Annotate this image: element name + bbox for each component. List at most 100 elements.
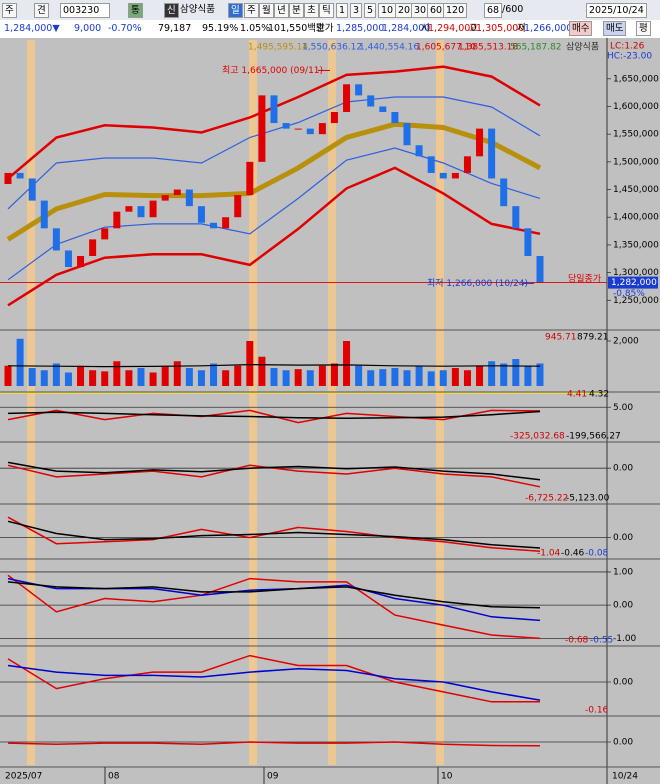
event-bands <box>27 40 444 765</box>
volume-bar <box>343 341 351 386</box>
sell-button[interactable]: 매도 <box>603 21 627 36</box>
open-label: 시 <box>421 23 430 34</box>
panel-label: -0.08 <box>585 549 609 559</box>
volume-bar <box>294 369 302 386</box>
count-max: /600 <box>502 4 524 15</box>
volume: 79,187 <box>158 23 192 34</box>
y-tick-label: 2,000 <box>613 337 639 347</box>
candle <box>379 106 387 112</box>
candle <box>113 211 121 229</box>
count-input[interactable]: 68 <box>484 3 503 18</box>
volume-bar <box>330 363 338 386</box>
turnover: 1.05% <box>240 23 271 34</box>
low: 1,266,000 <box>524 23 573 34</box>
stock-name: 삼양식품 <box>180 4 215 15</box>
event-band <box>249 40 257 765</box>
bid: 1,284,000 <box>382 23 431 34</box>
volume-bar <box>463 370 471 386</box>
code-input[interactable]: 003230 <box>60 3 110 18</box>
interval-button[interactable]: 1 <box>336 3 349 18</box>
panel-label: -325,032.68 <box>510 432 565 442</box>
volume-bar <box>355 365 363 386</box>
panel-label: -0.68 <box>565 636 589 646</box>
candle <box>89 239 97 256</box>
indicator-line <box>7 147 541 281</box>
y-tick-label: -1.00 <box>613 634 637 644</box>
header-value: 1,605,677.10 <box>416 43 476 53</box>
y-tick-label: 0.00 <box>613 464 633 474</box>
mode-button[interactable]: 견 <box>34 3 49 18</box>
y-tick-label: 1,400,000 <box>613 213 659 223</box>
candle <box>4 172 12 184</box>
volume-bar <box>403 370 411 386</box>
interval-button[interactable]: 10 <box>378 3 397 18</box>
candle <box>149 200 157 218</box>
indicator-line <box>7 461 541 481</box>
volume-bar <box>125 370 133 386</box>
candle <box>210 222 218 229</box>
volume-bar <box>488 361 496 386</box>
volume-bar <box>246 341 254 386</box>
low-note: 최저 1,266,000 (10/24) <box>427 278 528 289</box>
volume-bar <box>16 338 24 386</box>
interval-button[interactable]: 5 <box>364 3 377 18</box>
volume-bar <box>439 370 447 386</box>
indicator-line <box>7 520 541 549</box>
candle <box>439 172 447 179</box>
y-tick-label: 1,250,000 <box>613 296 659 306</box>
candle <box>306 128 314 135</box>
high-note: 최고 1,665,000 (09/11) <box>222 65 323 76</box>
month-tab[interactable]: 월 <box>259 3 274 18</box>
candle <box>391 112 399 124</box>
eval-button[interactable]: 평 <box>636 21 651 36</box>
candle <box>318 123 326 135</box>
hc-label: HC:-23.00 <box>607 52 652 62</box>
y-tick-label: 1,500,000 <box>613 157 659 167</box>
candle <box>524 228 532 256</box>
volume-bar <box>379 369 387 386</box>
volume-bar <box>77 365 85 386</box>
y-tick-label: 0.00 <box>613 738 633 748</box>
hoga-label: 호가 <box>316 23 334 34</box>
candle <box>500 178 508 207</box>
low-label: 저 <box>517 23 526 34</box>
second-tab[interactable]: 초 <box>304 3 319 18</box>
volume-bar <box>306 370 314 386</box>
header-value: 1,440,554.16 <box>359 43 419 53</box>
buy-button[interactable]: 매수 <box>569 21 593 36</box>
day-tab[interactable]: 일 <box>228 3 243 18</box>
candle <box>451 172 459 179</box>
period-button[interactable]: 주 <box>2 3 17 18</box>
candle <box>427 156 435 173</box>
ask: 1,285,000 <box>336 23 385 34</box>
volume-bar <box>185 368 193 386</box>
indicator-line <box>7 410 541 420</box>
candle <box>185 189 193 207</box>
volume-bar <box>222 370 230 386</box>
y-tick-label: 1,550,000 <box>613 130 659 140</box>
indicator-line <box>7 581 541 609</box>
candle <box>463 156 471 173</box>
new-button[interactable]: 신 <box>164 3 179 18</box>
candle <box>77 256 85 268</box>
panel-label: -1.04 <box>537 549 561 559</box>
interval-button[interactable]: 3 <box>350 3 363 18</box>
week-tab[interactable]: 주 <box>244 3 259 18</box>
year-tab[interactable]: 년 <box>274 3 289 18</box>
volume-bar <box>451 368 459 386</box>
ratio: 95.19% <box>202 23 239 34</box>
y-tick-label: 1,450,000 <box>613 185 659 195</box>
event-band <box>436 40 444 765</box>
date-input[interactable]: 2025/10/24 <box>586 3 647 18</box>
tick-tab[interactable]: 틱 <box>319 3 334 18</box>
chart: 1,495,595.14 1,550,636.12 1,440,554.16 1… <box>0 38 660 784</box>
interval-button[interactable]: 120 <box>443 3 468 18</box>
tong-button[interactable]: 통 <box>128 3 143 18</box>
y-tick-label: 1,350,000 <box>613 240 659 250</box>
header-name: 삼양식품 <box>566 42 599 53</box>
panel-label: -0.16 <box>585 706 609 716</box>
volume-bar <box>318 365 326 386</box>
minute-tab[interactable]: 분 <box>289 3 304 18</box>
panel-label: -6,725.22 <box>525 494 568 504</box>
candle <box>488 128 496 179</box>
